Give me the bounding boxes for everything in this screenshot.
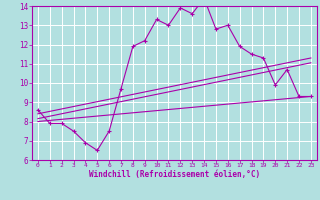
X-axis label: Windchill (Refroidissement éolien,°C): Windchill (Refroidissement éolien,°C) (89, 170, 260, 179)
